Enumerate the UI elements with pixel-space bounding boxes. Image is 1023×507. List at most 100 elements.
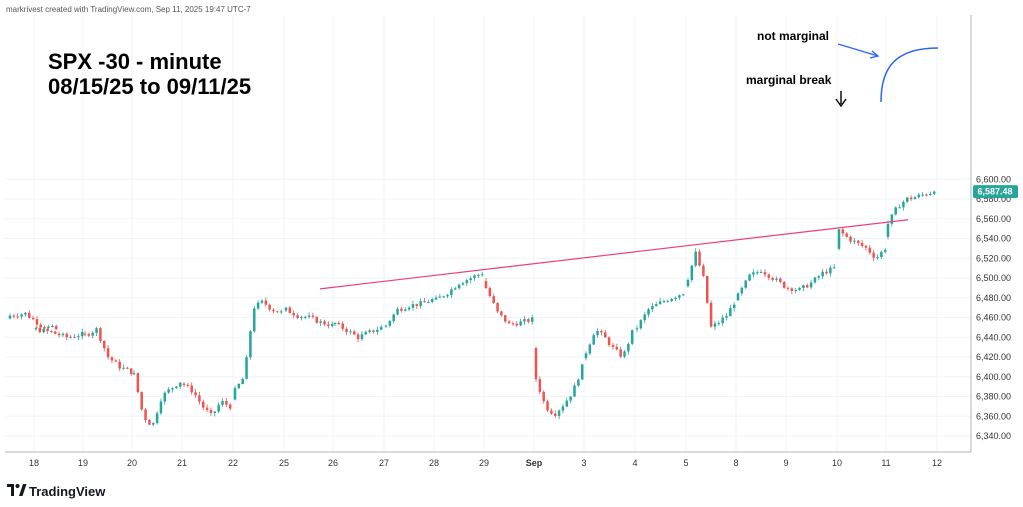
candle-body xyxy=(806,285,809,288)
candle-body xyxy=(488,288,492,297)
candle xyxy=(639,319,643,330)
candle-body xyxy=(241,378,244,384)
candle-body xyxy=(666,301,670,303)
candle xyxy=(379,324,383,331)
candle-body xyxy=(311,315,315,317)
candle xyxy=(73,334,76,338)
candle xyxy=(477,273,480,279)
candle xyxy=(202,399,205,411)
candle-body xyxy=(388,321,392,326)
candle xyxy=(315,315,319,324)
candle xyxy=(806,283,809,289)
candle xyxy=(87,332,91,338)
candle-body xyxy=(925,194,928,196)
candle xyxy=(140,391,143,411)
candle-body xyxy=(54,325,58,330)
candle-body xyxy=(829,267,832,274)
candle xyxy=(604,329,607,338)
candle-body xyxy=(61,333,65,336)
candle xyxy=(430,297,434,304)
candle xyxy=(925,193,928,197)
candle xyxy=(690,264,694,283)
candle-body xyxy=(379,326,383,330)
candle xyxy=(103,340,106,352)
candle-body xyxy=(504,315,507,322)
price-axis[interactable]: 6,340.00 6,360.00 6,380.00 6,400.00 6,420.00… xyxy=(976,174,1011,441)
candle-body xyxy=(407,307,411,310)
y-tick-label: 6,460.00 xyxy=(976,313,1011,323)
candle xyxy=(144,408,147,423)
candle xyxy=(319,319,322,327)
candle-body xyxy=(296,315,299,318)
candle xyxy=(148,419,151,426)
candle xyxy=(311,312,315,319)
candle-body xyxy=(496,302,499,312)
candle-body xyxy=(577,379,580,386)
candle xyxy=(129,367,133,376)
candle xyxy=(725,312,728,321)
candle xyxy=(809,280,813,290)
candle-body xyxy=(872,252,875,258)
candle-body xyxy=(782,281,786,288)
credit-line: markrivest created with TradingView.com,… xyxy=(6,5,251,14)
candle xyxy=(763,269,767,278)
candle xyxy=(175,385,178,390)
candle-body xyxy=(34,328,38,330)
candle xyxy=(600,329,603,336)
candle-body xyxy=(611,345,615,347)
candle-body xyxy=(46,328,49,332)
candle xyxy=(268,303,271,312)
candle-body xyxy=(565,400,569,407)
candle xyxy=(670,298,673,303)
candle xyxy=(883,248,887,254)
candle-body xyxy=(686,280,690,287)
candle-body xyxy=(744,280,747,288)
candle xyxy=(588,343,592,356)
candle xyxy=(913,195,917,200)
candle-body xyxy=(356,334,360,340)
chart-title-line-1: SPX -30 - minute xyxy=(48,49,222,74)
candle-body xyxy=(921,194,924,196)
candle-body xyxy=(845,233,848,237)
candle-body xyxy=(837,229,841,249)
candle xyxy=(260,299,264,305)
candle-body xyxy=(315,316,319,323)
x-tick-label: 3 xyxy=(581,458,586,468)
candle xyxy=(364,330,368,336)
time-axis[interactable]: 18 19 20 21 22 25 26 27 28 29 Sep 3 4 5 8 9 10 11 12 xyxy=(29,458,942,468)
candle xyxy=(372,329,375,334)
candle-body xyxy=(550,410,553,414)
x-tick-label: 29 xyxy=(479,458,489,468)
x-tick-label: 8 xyxy=(733,458,738,468)
candle xyxy=(790,287,794,295)
candle-body xyxy=(557,410,561,416)
candle-body xyxy=(759,272,763,274)
candle xyxy=(573,383,576,398)
candle xyxy=(284,306,288,313)
candle-body xyxy=(190,385,193,393)
candle-body xyxy=(38,328,42,333)
candle-body xyxy=(706,275,709,303)
x-tick-label: 11 xyxy=(881,458,890,468)
candle-body xyxy=(152,423,155,425)
candle xyxy=(307,312,311,319)
candle xyxy=(256,300,260,311)
candle-body xyxy=(51,325,54,327)
candle xyxy=(136,372,140,394)
candle xyxy=(740,286,744,296)
tradingview-logo[interactable]: TradingView xyxy=(7,484,106,499)
candle-body xyxy=(28,312,31,318)
candle-body xyxy=(304,316,307,318)
x-tick-label: 19 xyxy=(78,458,88,468)
candle xyxy=(159,398,163,416)
y-tick-label: 6,540.00 xyxy=(976,234,1011,244)
candle xyxy=(396,306,399,316)
candle xyxy=(327,321,330,329)
last-price-badge: 6,587.48 xyxy=(973,185,1018,199)
candle-body xyxy=(209,409,213,414)
candle xyxy=(110,356,114,364)
candle xyxy=(31,315,35,321)
candle xyxy=(272,307,275,314)
y-tick-label: 6,440.00 xyxy=(976,332,1011,342)
